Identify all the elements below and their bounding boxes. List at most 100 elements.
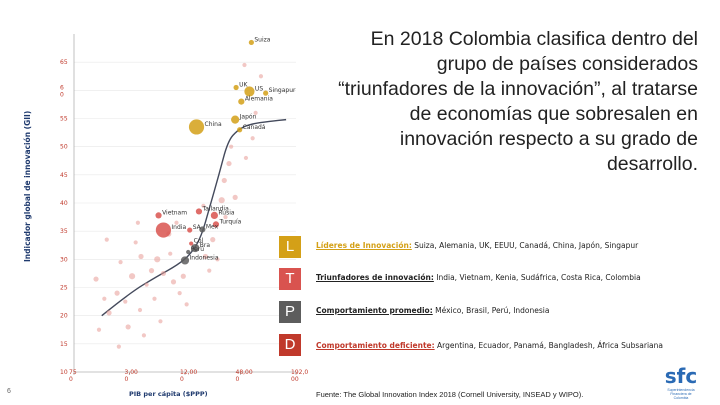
legend-category: Triunfadores de innovación:	[316, 273, 434, 282]
country-point	[158, 319, 163, 324]
label-uk: UK	[239, 82, 248, 89]
label-vietnam: Vietnam	[162, 209, 187, 216]
legend-text: Comportamiento promedio: México, Brasil,…	[316, 305, 706, 316]
y-tick-label: 65	[60, 59, 68, 66]
label-alemania: Alemania	[245, 96, 273, 103]
country-point	[125, 324, 131, 330]
headline: En 2018 Colombia clasifica dentro del gr…	[338, 28, 698, 175]
country-point	[250, 136, 255, 141]
country-point	[152, 296, 157, 301]
country-point	[170, 279, 177, 285]
country-point	[202, 253, 209, 260]
country-point	[253, 110, 258, 115]
y-tick-label: 55	[60, 116, 68, 123]
y-tick-label: 45	[60, 172, 68, 179]
point-col	[189, 241, 194, 246]
country-point	[141, 333, 147, 338]
country-point	[123, 299, 128, 304]
point-alemania	[238, 98, 245, 105]
label-india: India	[171, 224, 186, 231]
legend-category: Líderes de Innovación:	[316, 241, 412, 250]
point-vietnam	[155, 212, 162, 219]
country-point	[93, 276, 99, 282]
country-point	[168, 251, 173, 256]
label-mex: Mex	[206, 223, 219, 230]
label-japon: Japón	[239, 114, 257, 121]
country-point	[144, 282, 149, 287]
country-point	[177, 291, 182, 296]
x-tick-label: 48,00 0	[236, 369, 253, 383]
point-singapur	[263, 90, 269, 96]
label-bra: Bra	[200, 242, 211, 249]
sfc-logo: sfc Superintendencia Financiera de Colom…	[664, 365, 698, 403]
y-tick-label: 30	[60, 256, 68, 263]
x-axis-label: PIB per cápita ($PPP)	[129, 390, 208, 398]
country-point	[223, 214, 228, 220]
legend-badge-L: L	[279, 236, 301, 258]
y-tick-label: 15	[60, 341, 68, 348]
country-point	[148, 268, 155, 274]
country-point	[218, 197, 225, 204]
label-us: US	[255, 85, 263, 92]
label-canada: Canadá	[243, 124, 266, 131]
country-point	[180, 273, 186, 279]
point-india	[155, 222, 172, 238]
country-point	[221, 177, 227, 184]
legend-members: India, Vietnam, Kenia, Sudáfrica, Costa …	[436, 273, 641, 282]
point-canada	[237, 127, 243, 133]
legend-text: Comportamiento deficiente: Argentina, Ec…	[316, 340, 706, 351]
point-peru	[186, 249, 191, 255]
point-china	[188, 119, 205, 135]
point-mex	[199, 226, 206, 233]
country-point	[229, 144, 234, 149]
y-tick-label: 10	[60, 369, 68, 376]
country-point	[210, 237, 216, 243]
legend-members: Suiza, Alemania, UK, EEUU, Canadá, China…	[414, 241, 639, 250]
country-point	[133, 240, 138, 245]
country-point	[243, 155, 249, 161]
trend-curve	[101, 118, 287, 317]
point-rusia	[210, 211, 218, 219]
label-indonesia: Indonesia	[190, 254, 219, 261]
country-point	[201, 203, 206, 208]
country-point	[160, 270, 167, 277]
logo-subtitle: Superintendencia Financiera de Colombia	[667, 388, 695, 400]
country-point	[242, 62, 247, 68]
logo-text: sfc	[664, 364, 698, 388]
point-indonesia	[180, 256, 190, 265]
country-point	[102, 296, 107, 301]
point-bra	[191, 243, 200, 253]
page-number: 6	[7, 388, 11, 395]
point-sa	[187, 227, 193, 233]
country-point	[258, 74, 264, 79]
label-singapur: Singapur	[269, 87, 296, 94]
point-turquia	[212, 221, 220, 228]
legend-text: Triunfadores de innovación: India, Vietn…	[316, 272, 706, 283]
country-point	[106, 310, 112, 316]
point-us	[244, 86, 255, 97]
label-rusia: Rusia	[218, 209, 234, 216]
point-uk	[233, 84, 239, 91]
x-tick-label: 12,00 0	[180, 369, 197, 383]
label-china: China	[205, 121, 222, 128]
point-tailandia	[195, 208, 203, 215]
country-point	[138, 253, 144, 260]
country-point	[96, 327, 102, 332]
country-point	[135, 220, 140, 225]
legend-members: México, Brasil, Perú, Indonesia	[435, 306, 550, 315]
country-point	[116, 344, 121, 349]
label-sa: SA	[193, 224, 202, 231]
y-tick-label: 35	[60, 228, 68, 235]
x-tick-label: 3,00 0	[125, 369, 139, 383]
y-tick-label: 40	[60, 200, 68, 207]
country-point	[118, 260, 123, 265]
y-tick-label: 20	[60, 313, 68, 320]
y-tick-label: 50	[60, 144, 68, 151]
country-point	[128, 273, 136, 280]
country-point	[154, 256, 161, 263]
x-tick-label: 75 0	[69, 369, 77, 383]
y-tick-label: 25	[60, 285, 68, 292]
source-note: Fuente: The Global Innovation Index 2018…	[316, 390, 584, 399]
